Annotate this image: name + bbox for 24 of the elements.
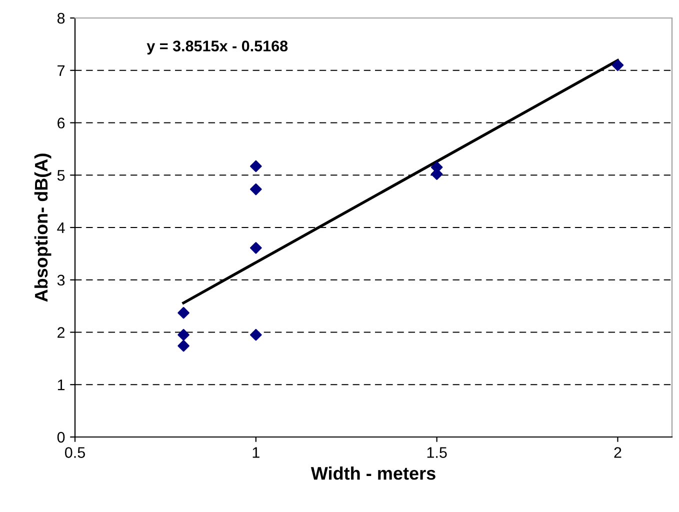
y-tick-label: 0 bbox=[57, 432, 65, 443]
y-tick-label: 3 bbox=[57, 274, 65, 286]
point bbox=[178, 328, 190, 341]
point bbox=[250, 183, 262, 196]
point bbox=[250, 242, 262, 254]
point bbox=[612, 59, 624, 72]
x-tick-label: 0.5 bbox=[64, 447, 85, 458]
y-tick-label: 8 bbox=[57, 12, 65, 24]
y-tick-label: 2 bbox=[58, 327, 65, 338]
y-tick-label: 5 bbox=[57, 170, 65, 181]
x-tick-label: 1.5 bbox=[427, 447, 447, 458]
point bbox=[250, 328, 262, 341]
x-axis-title: Width - meters bbox=[310, 466, 436, 480]
y-tick-label: 4 bbox=[57, 222, 65, 234]
y-tick-label: 7 bbox=[58, 65, 65, 76]
x-tick-label: 2 bbox=[614, 447, 622, 458]
point bbox=[178, 306, 190, 319]
annotation: y = 3.8515x - 0.5168 bbox=[146, 40, 288, 54]
y-axis-title: Absoption- dB(A) bbox=[34, 154, 52, 302]
y-tick-label: 6 bbox=[58, 118, 65, 128]
x-tick-label: 1 bbox=[252, 447, 260, 458]
point bbox=[250, 160, 262, 172]
y-tick-label: 1 bbox=[58, 380, 65, 390]
point bbox=[178, 340, 190, 352]
